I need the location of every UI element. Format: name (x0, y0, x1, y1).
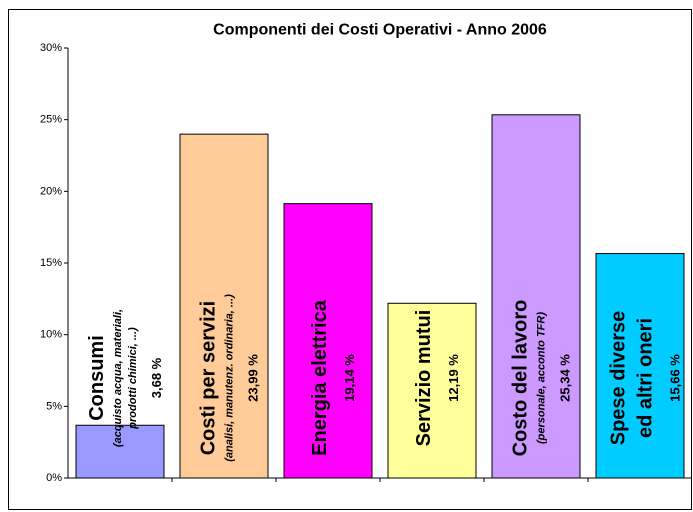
category-label: Energia elettrica (309, 299, 331, 456)
y-tick-label: 0% (46, 472, 62, 484)
value-label: 23,99 % (246, 354, 261, 402)
value-label: 12,19 % (446, 354, 461, 402)
category-label: Costi per servizi (198, 301, 220, 456)
y-tick-label: 5% (46, 400, 62, 412)
y-tick-label: 30% (40, 42, 62, 54)
category-label: Costo del lavoro (510, 300, 532, 457)
category-note: (acquisto acqua, materiali, (112, 309, 124, 447)
category-label: Spese diverse (608, 311, 630, 446)
y-tick-label: 25% (40, 114, 62, 126)
category-label: Consumi (86, 335, 108, 421)
value-label: 15,66 % (668, 354, 683, 402)
bar (283, 203, 373, 479)
category-note: (personale, acconto TFR) (536, 312, 548, 444)
value-label: 3,68 % (149, 357, 164, 398)
value-label: 25,34 % (558, 354, 573, 402)
bar (491, 114, 581, 479)
chart-title: Componenti dei Costi Operativi - Anno 20… (213, 22, 547, 39)
bar (179, 133, 269, 479)
y-tick-label: 15% (40, 257, 62, 269)
category-note: (analisi, manutenz. ordinaria, ...) (224, 294, 236, 462)
value-label: 19,14 % (342, 354, 357, 402)
category-label: Servizio mutui (413, 310, 435, 447)
y-tick-label: 10% (40, 329, 62, 341)
y-tick-label: 20% (40, 185, 62, 197)
bar (75, 424, 165, 479)
category-label: ed altri oneri (635, 318, 657, 438)
category-note: prodotti chimici, ...) (127, 327, 139, 430)
bar (595, 253, 685, 479)
